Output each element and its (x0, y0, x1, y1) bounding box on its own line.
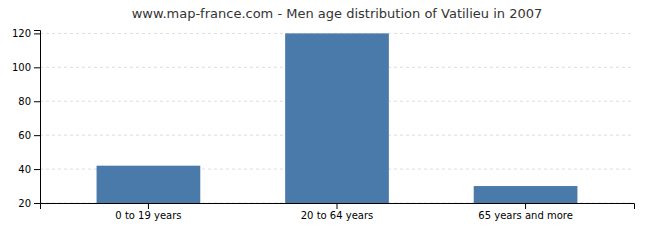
x-tick: 65 years and more (478, 203, 572, 221)
y-tick-mark (34, 67, 40, 68)
x-tick-mark (337, 203, 338, 209)
y-tick-label: 120 (12, 28, 31, 39)
y-tick-label: 100 (12, 62, 31, 73)
x-axis-line (41, 204, 635, 210)
x-tick: 20 to 64 years (301, 203, 374, 221)
y-tick-label: 20 (18, 198, 31, 209)
bar (474, 186, 578, 203)
plot-area: 20 40 60 80 100 120 0 to 19 years 20 to 64 year… (12, 28, 635, 229)
x-tick-mark (148, 203, 149, 209)
y-tick: 120 (12, 28, 40, 39)
x-axis: 0 to 19 years 20 to 64 years 65 years and … (41, 203, 635, 221)
y-tick: 20 (18, 198, 40, 209)
y-tick-mark (34, 101, 40, 102)
x-tick-label: 0 to 19 years (115, 210, 181, 221)
y-tick-mark (34, 203, 40, 204)
y-tick: 40 (18, 164, 40, 175)
y-axis-line (34, 31, 41, 204)
chart-svg: 20 40 60 80 100 120 0 to 19 years 20 to 64 year… (0, 0, 650, 229)
y-tick-mark (34, 169, 40, 170)
y-tick-mark (34, 33, 40, 34)
chart-container: 20 40 60 80 100 120 0 to 19 years 20 to 64 year… (0, 0, 650, 229)
y-tick: 60 (18, 130, 40, 141)
y-tick-label: 40 (18, 164, 31, 175)
x-tick: 0 to 19 years (115, 203, 181, 221)
y-axis: 20 40 60 80 100 120 (12, 28, 41, 209)
x-tick-label: 65 years and more (478, 210, 572, 221)
y-tick: 80 (18, 96, 40, 107)
y-tick-label: 60 (18, 130, 31, 141)
y-tick-mark (34, 135, 40, 136)
y-tick: 100 (12, 62, 40, 73)
x-tick-label: 20 to 64 years (301, 210, 374, 221)
y-tick-label: 80 (18, 96, 31, 107)
bar (97, 166, 201, 203)
chart-title: www.map-france.com - Men age distributio… (132, 6, 543, 21)
x-tick-mark (525, 203, 526, 209)
bar (285, 33, 389, 203)
bars (97, 33, 578, 203)
